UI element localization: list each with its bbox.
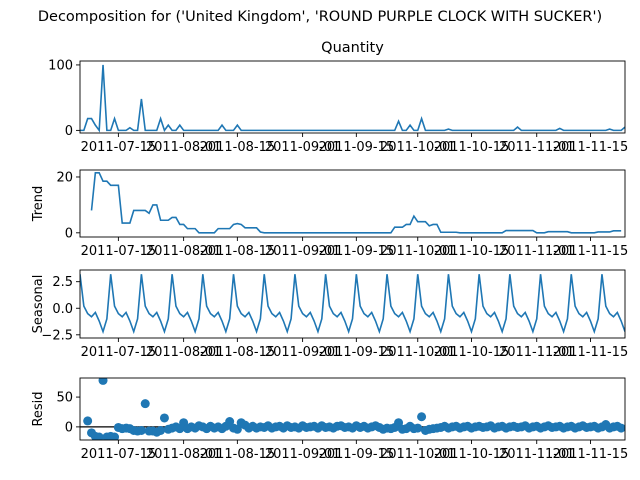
x-tick-label: 2011-09-01 <box>265 244 341 259</box>
x-tick-label: 2011-11-01 <box>499 140 575 155</box>
series-line <box>90 171 622 234</box>
resid-point <box>616 423 625 433</box>
x-tick-label: 2011-09-01 <box>265 140 341 155</box>
x-tick-label: 2011-10-15 <box>434 345 510 360</box>
y-tick-label: 0.0 <box>52 302 73 317</box>
x-tick-label: 2011-11-15 <box>553 244 629 259</box>
plot-area <box>80 64 625 133</box>
x-tick-label: 2011-08-15 <box>200 140 276 155</box>
x-tick-label: 2011-11-15 <box>553 140 629 155</box>
x-tick-label: 2011-08-15 <box>200 345 276 360</box>
axes-frame <box>79 269 626 339</box>
y-tick-label: 0 <box>65 226 73 241</box>
series-line <box>80 64 625 133</box>
x-tick-label: 2011-10-01 <box>380 140 456 155</box>
panel-seasonal: Seasonal 2.50.0−2.52011-07-152011-08-0120… <box>31 269 629 360</box>
x-tick-label: 2011-10-01 <box>380 447 456 462</box>
y-tick-label: 100 <box>48 58 73 73</box>
figure-suptitle: Decomposition for ('United Kingdom', 'RO… <box>38 9 602 25</box>
plot-area <box>80 274 625 335</box>
panel-title: Quantity <box>321 40 384 56</box>
x-tick-label: 2011-09-15 <box>319 345 395 360</box>
y-tick-label: 2.5 <box>52 275 73 290</box>
x-tick-label: 2011-09-01 <box>265 345 341 360</box>
panel-quantity: Quantity 0 100 2011-07-152011-08-012011-08-… <box>48 40 628 155</box>
x-tick-label: 2011-09-15 <box>319 140 395 155</box>
series-line <box>80 274 625 335</box>
x-tick-label: 2011-08-01 <box>146 244 222 259</box>
resid-point <box>394 418 404 428</box>
resid-point <box>98 378 108 385</box>
resid-point <box>94 432 104 440</box>
y-tick-label: −2.5 <box>41 328 73 343</box>
x-tick-label: 2011-10-01 <box>380 345 456 360</box>
resid-point <box>225 417 235 427</box>
axes-frame <box>79 60 626 134</box>
x-tick-label: 2011-07-15 <box>81 447 157 462</box>
y-axis-label: Seasonal <box>31 275 46 334</box>
plot-area <box>90 171 622 234</box>
x-tick-label: 2011-09-01 <box>265 447 341 462</box>
x-tick-label: 2011-10-15 <box>434 140 510 155</box>
resid-point <box>156 425 166 435</box>
x-tick-label: 2011-07-15 <box>81 140 157 155</box>
resid-point <box>140 399 150 409</box>
resid-point <box>417 412 427 422</box>
x-tick-label: 2011-11-01 <box>499 244 575 259</box>
x-tick-label: 2011-09-15 <box>319 244 395 259</box>
x-tick-label: 2011-07-15 <box>81 244 157 259</box>
resid-point <box>232 424 242 434</box>
axes-frame <box>79 377 626 441</box>
resid-point <box>159 413 169 423</box>
x-tick-label: 2011-11-15 <box>553 447 629 462</box>
panel-trend: Trend0202011-07-152011-08-012011-08-1520… <box>31 169 629 259</box>
x-tick-label: 2011-10-01 <box>380 244 456 259</box>
y-tick-label: 0 <box>65 420 73 435</box>
x-tick-label: 2011-11-01 <box>499 345 575 360</box>
y-axis-label: Resid <box>31 391 46 426</box>
x-tick-label: 2011-08-01 <box>146 447 222 462</box>
resid-point <box>413 423 423 433</box>
y-axis-label: Trend <box>31 186 46 223</box>
plot-area <box>80 378 625 440</box>
x-tick-label: 2011-09-15 <box>319 447 395 462</box>
axes-frame <box>79 169 626 238</box>
x-tick-label: 2011-11-15 <box>553 345 629 360</box>
x-tick-label: 2011-08-01 <box>146 345 222 360</box>
resid-point <box>83 416 93 426</box>
y-tick-label: 0 <box>65 124 73 139</box>
x-tick-label: 2011-08-01 <box>146 140 222 155</box>
y-tick-label: 20 <box>56 170 73 185</box>
x-tick-label: 2011-08-15 <box>200 447 276 462</box>
x-tick-label: 2011-10-15 <box>434 447 510 462</box>
x-tick-label: 2011-11-01 <box>499 447 575 462</box>
x-tick-label: 2011-08-15 <box>200 244 276 259</box>
x-tick-label: 2011-07-15 <box>81 345 157 360</box>
resid-point <box>136 425 146 435</box>
resid-point <box>110 432 120 440</box>
panel-resid: Resid0502011-07-152011-08-012011-08-1520… <box>31 377 629 462</box>
x-tick-label: 2011-10-15 <box>434 244 510 259</box>
y-tick-label: 50 <box>56 391 73 406</box>
decomposition-panels: Quantity01002011-07-152011-08-012011-08-… <box>31 40 628 462</box>
